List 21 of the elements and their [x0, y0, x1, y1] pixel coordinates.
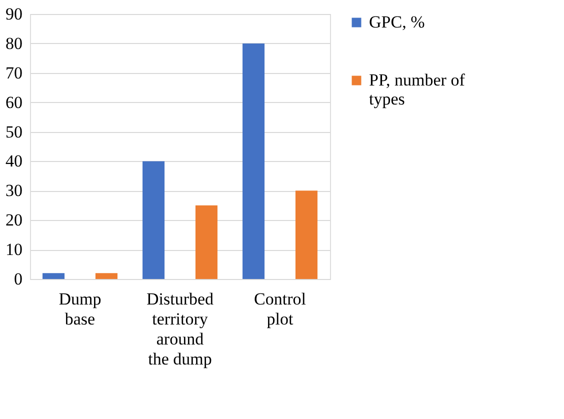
y-tick-label: 90	[6, 4, 22, 24]
bar	[95, 273, 118, 279]
x-tick-label: Dump base	[58, 290, 102, 328]
x-tick-label: Control plot	[254, 290, 306, 328]
y-tick-label: 70	[6, 63, 22, 82]
y-tick-label: 30	[6, 181, 22, 200]
y-tick-label: 20	[6, 210, 22, 230]
y-tick-label: 10	[6, 240, 22, 260]
legend-label: GPC, %	[369, 12, 425, 32]
y-tick-label: 0	[14, 270, 22, 288]
y-tick-label: 80	[6, 34, 22, 53]
bar	[142, 161, 165, 279]
bar	[42, 273, 65, 279]
bar	[295, 190, 318, 279]
y-tick-label: 50	[6, 122, 22, 142]
x-tick-label: Disturbed territory around the dump	[146, 290, 214, 368]
bar	[195, 205, 218, 279]
legend-label: PP, number of types	[369, 70, 466, 108]
y-tick-label: 60	[6, 92, 22, 112]
bar	[242, 43, 265, 279]
y-tick-label: 40	[6, 152, 22, 171]
